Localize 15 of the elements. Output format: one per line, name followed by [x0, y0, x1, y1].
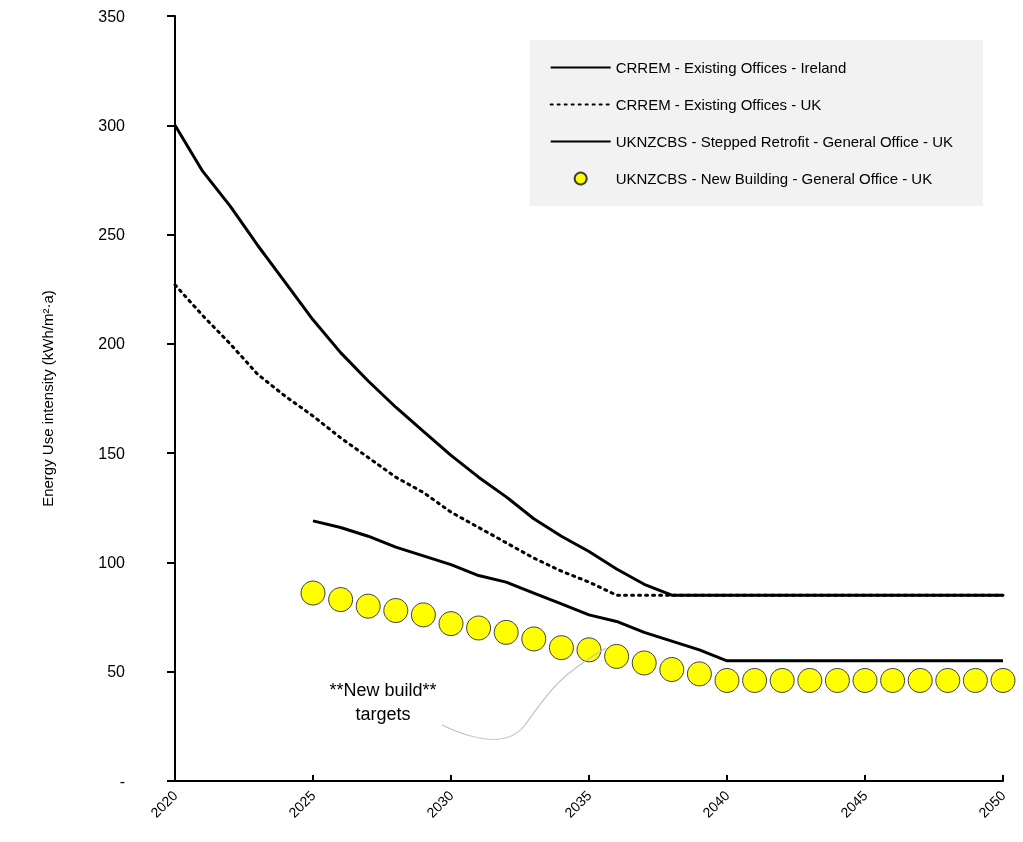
legend-label: UKNZCBS - Stepped Retrofit - General Office - UK [615, 133, 953, 150]
y-tick-label: 50 [107, 663, 126, 681]
y-tick-label: 100 [98, 553, 126, 571]
legend-label: CRREM - Existing Offices - Ireland [615, 59, 847, 76]
legend-label: CRREM - Existing Offices - UK [615, 96, 822, 113]
annotation: **New build** targets [329, 680, 437, 724]
y-tick-label: 250 [98, 226, 126, 244]
y-tick-label: 300 [98, 116, 126, 134]
line-series [311, 519, 1005, 663]
y-tick-label: 200 [98, 335, 126, 353]
y-axis-title: Energy Use intensity (kWh/m²·a) [39, 290, 56, 507]
y-tick-label: - [119, 772, 125, 790]
legend-label: UKNZCBS - New Building - General Office - UK [615, 170, 933, 187]
y-tick-label: 350 [98, 7, 126, 25]
y-tick-label: 150 [98, 444, 126, 462]
